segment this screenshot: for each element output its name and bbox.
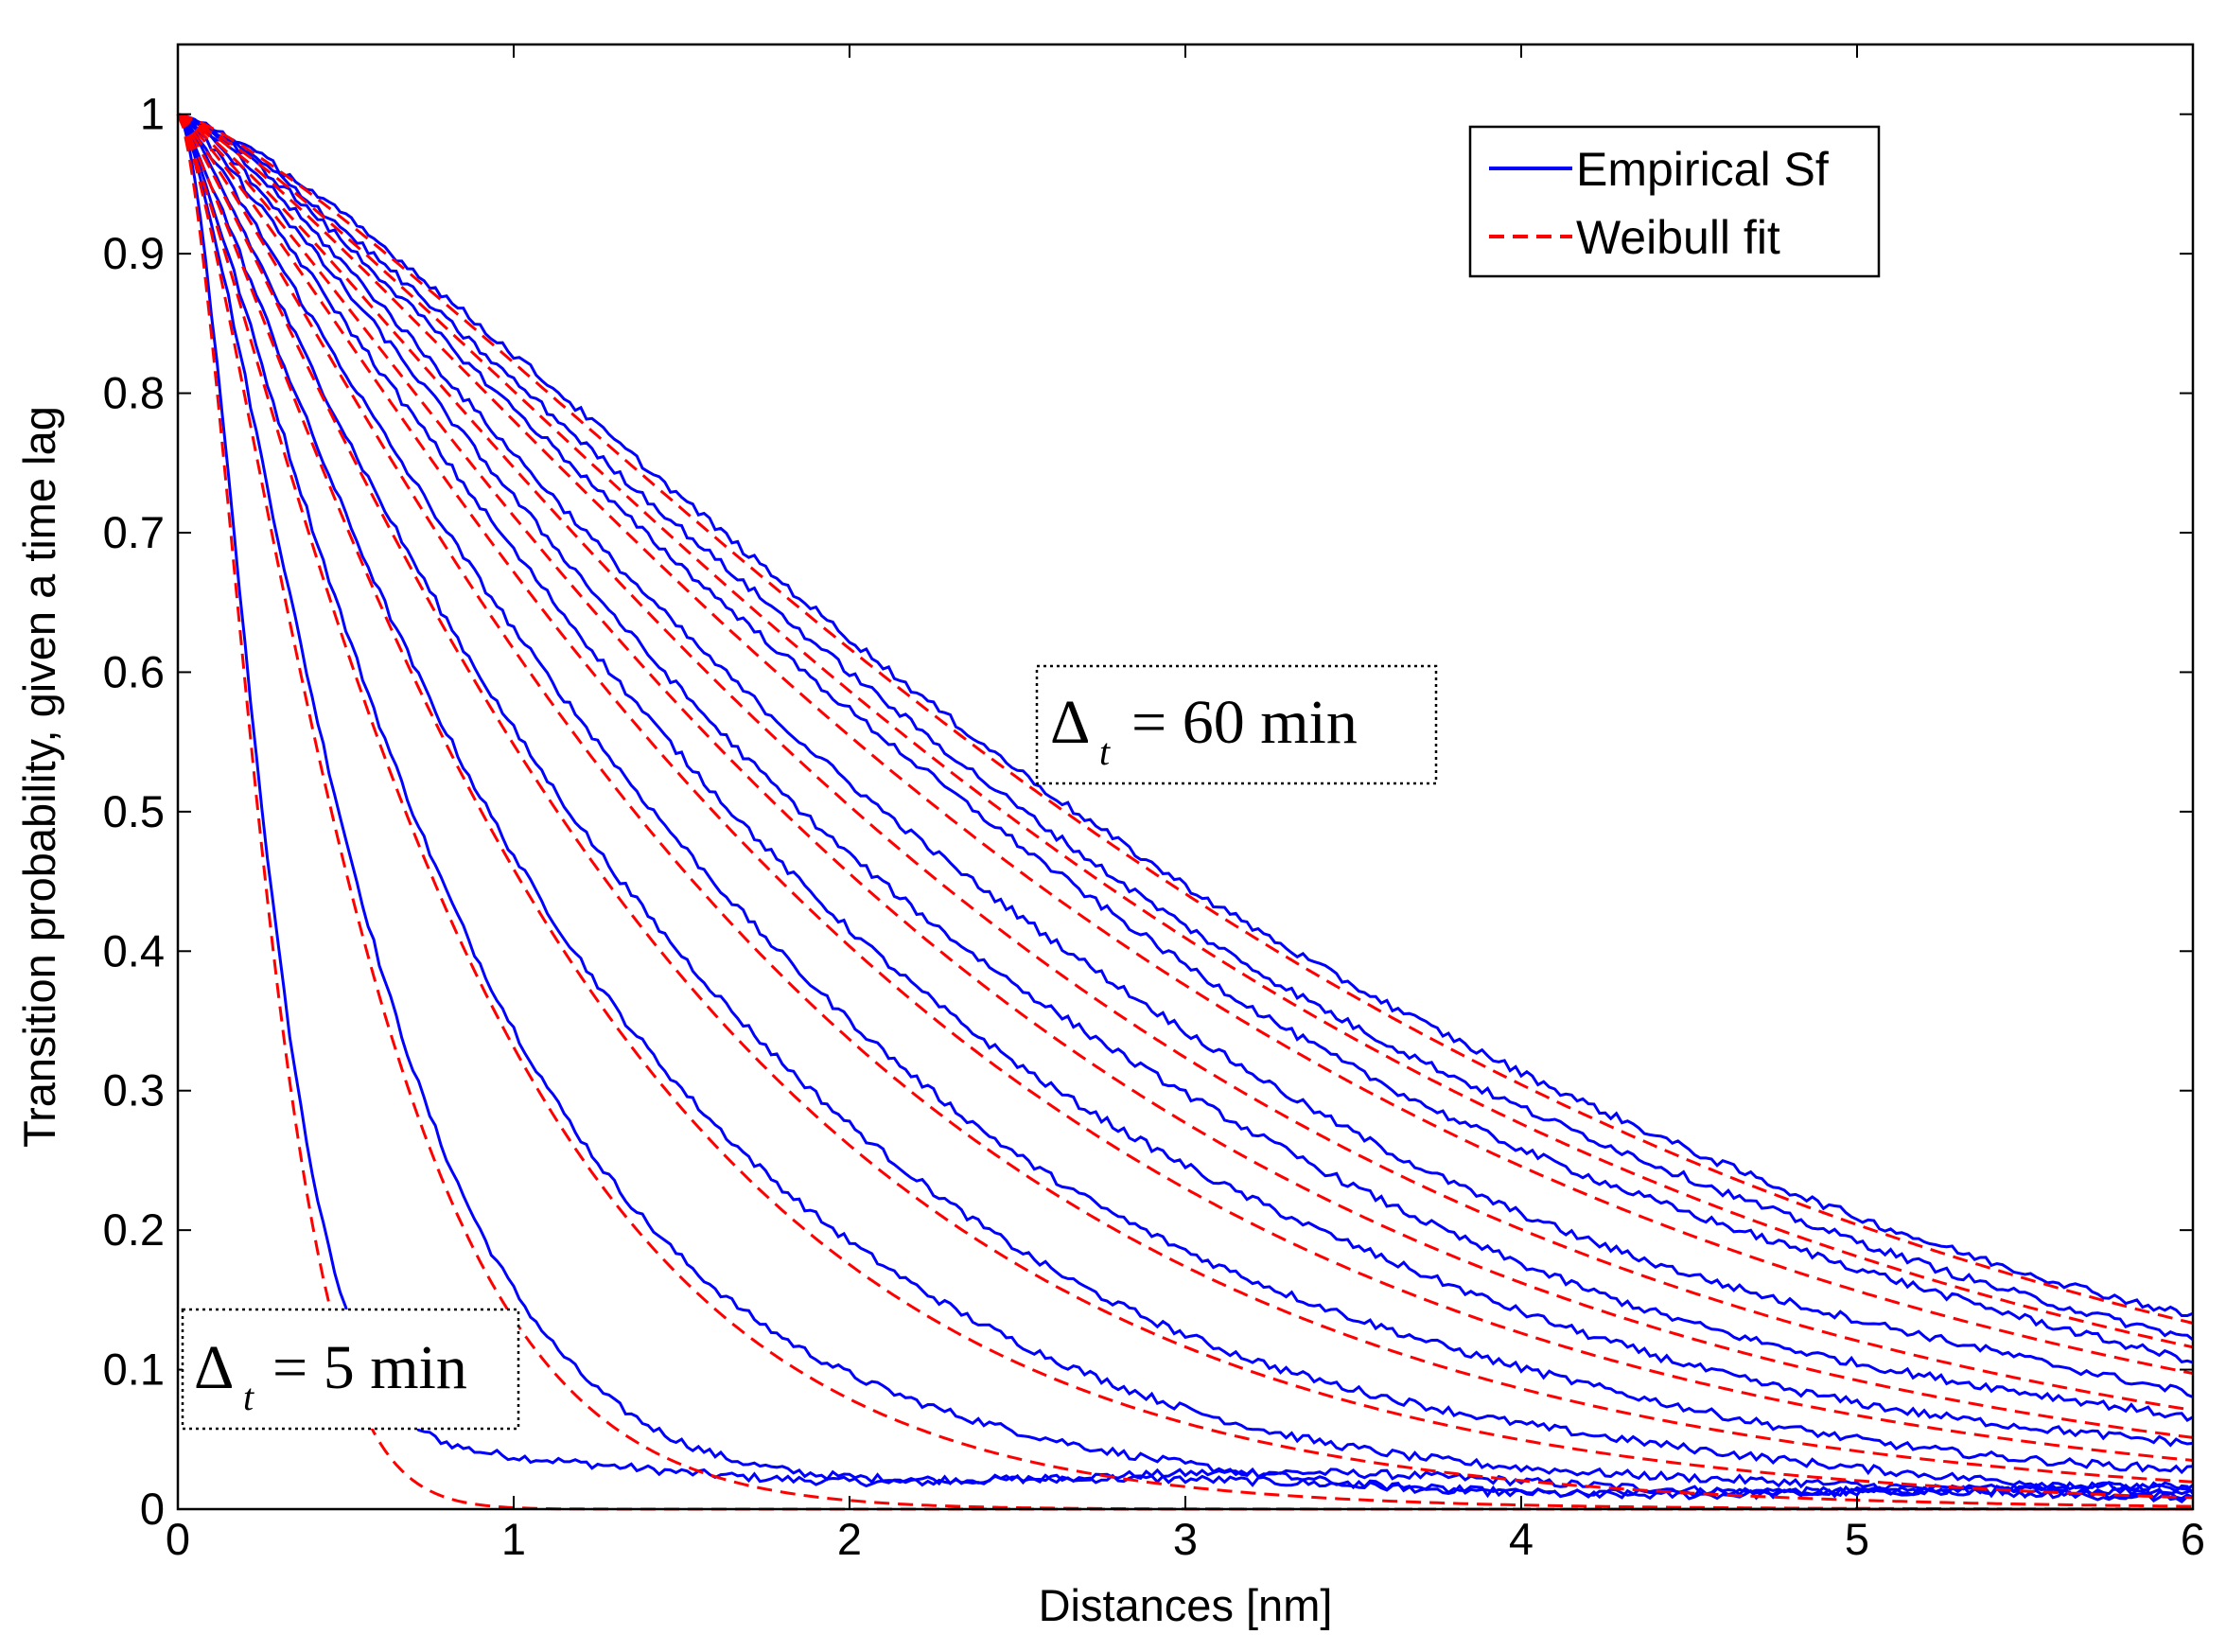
y-tick-label: 0.5 bbox=[103, 786, 165, 836]
empirical-curve-1 bbox=[176, 113, 2194, 1498]
weibull-fit-curve-10 bbox=[177, 113, 2194, 1375]
x-tick-label: 2 bbox=[837, 1514, 862, 1564]
y-tick-label: 0.1 bbox=[103, 1344, 165, 1395]
y-tick-label: 0.9 bbox=[103, 228, 165, 278]
weibull-fit-curve-8 bbox=[177, 113, 2194, 1439]
empirical-curve-4 bbox=[176, 113, 2194, 1504]
annotation-60-min-delta: Δ bbox=[1050, 688, 1090, 757]
y-tick-label: 0.7 bbox=[103, 507, 165, 557]
empirical-curve-7 bbox=[177, 113, 2194, 1448]
annotation-60-min-text: = 60 min bbox=[1131, 688, 1358, 757]
x-tick-label: 5 bbox=[1845, 1514, 1869, 1564]
y-tick-label: 1 bbox=[140, 89, 165, 139]
empirical-curve-11 bbox=[177, 113, 2194, 1342]
empirical-curve-8 bbox=[177, 113, 2194, 1423]
y-tick-label: 0.2 bbox=[103, 1204, 165, 1255]
annotation-60-min-box bbox=[1035, 664, 1438, 785]
weibull-fit-curve-6 bbox=[176, 113, 2194, 1484]
empirical-curve-9 bbox=[177, 113, 2194, 1398]
annotation-5-min-box bbox=[181, 1308, 520, 1431]
x-tick-label: 3 bbox=[1173, 1514, 1198, 1564]
annotation-60-min: Δ t = 60 min bbox=[1035, 664, 1438, 785]
empirical-curve-5 bbox=[176, 113, 2195, 1495]
legend: Empirical Sf Weibull fit bbox=[1468, 125, 1881, 278]
y-tick-label: 0 bbox=[140, 1484, 165, 1534]
y-tick-label: 0.6 bbox=[103, 646, 165, 696]
weibull-fit-curve-9 bbox=[177, 113, 2194, 1412]
legend-weibull-label: Weibull fit bbox=[1576, 211, 1780, 264]
empirical-curve-3 bbox=[176, 113, 2194, 1501]
x-tick-label: 1 bbox=[501, 1514, 526, 1564]
y-tick-label: 0.4 bbox=[103, 925, 165, 975]
x-tick-label: 0 bbox=[166, 1514, 190, 1564]
y-tick-label: 0.3 bbox=[103, 1065, 165, 1116]
empirical-curve-2 bbox=[176, 113, 2194, 1501]
series-layer bbox=[176, 113, 2195, 1511]
empirical-curve-12 bbox=[177, 113, 2194, 1317]
x-axis-label: Distances [nm] bbox=[1039, 1580, 1333, 1630]
x-tick-label: 4 bbox=[1509, 1514, 1534, 1564]
annotation-60-min-sub: t bbox=[1099, 730, 1111, 773]
legend-box bbox=[1468, 125, 1881, 278]
annotation-5-min-delta: Δ bbox=[194, 1333, 234, 1402]
annotation-5-min: Δ t = 5 min bbox=[181, 1308, 520, 1431]
empirical-curve-6 bbox=[176, 113, 2194, 1475]
weibull-fit-curve-11 bbox=[177, 113, 2194, 1349]
y-tick-label: 0.8 bbox=[103, 368, 165, 418]
annotation-5-min-text: = 5 min bbox=[272, 1333, 467, 1402]
y-axis-label: Transition probability, given a time lag bbox=[14, 406, 64, 1148]
annotation-5-min-sub: t bbox=[243, 1376, 254, 1418]
legend-empirical-label: Empirical Sf bbox=[1576, 143, 1829, 196]
x-tick-label: 6 bbox=[2181, 1514, 2205, 1564]
ticks-layer: 0 1 2 3 4 5 6 0 0.1 0.2 0.3 0.4 0.5 0.6 0.7 0.8 0.9 1 bbox=[103, 44, 2205, 1564]
empirical-curve-10 bbox=[177, 113, 2194, 1364]
weibull-fit-curve-5 bbox=[176, 113, 2194, 1500]
weibull-fit-curve-7 bbox=[177, 113, 2194, 1462]
